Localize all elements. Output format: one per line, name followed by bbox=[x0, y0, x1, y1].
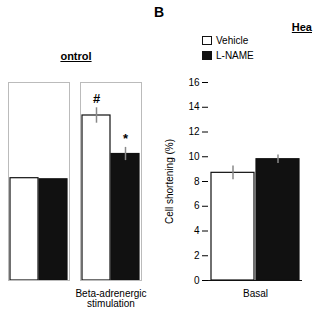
svg-text:Basal: Basal bbox=[243, 288, 268, 299]
svg-text:14: 14 bbox=[188, 101, 200, 112]
svg-text:4: 4 bbox=[194, 225, 200, 236]
html-text:B: B bbox=[154, 4, 165, 20]
html-text:L-NAME: L-NAME bbox=[216, 50, 254, 61]
svg-text:2: 2 bbox=[194, 250, 200, 261]
svg-text:16: 16 bbox=[188, 77, 200, 88]
svg-text:Beta-adrenergicstimulation: Beta-adrenergicstimulation bbox=[75, 288, 146, 309]
svg-text:0: 0 bbox=[194, 275, 200, 286]
svg-text:12: 12 bbox=[188, 126, 200, 137]
svg-text:8: 8 bbox=[194, 176, 200, 187]
svg-text:#: # bbox=[93, 91, 101, 106]
svg-text:Cell shortening (%): Cell shortening (%) bbox=[164, 139, 175, 224]
svg-text:*: * bbox=[123, 131, 129, 146]
html-text:ontrol: ontrol bbox=[60, 50, 92, 62]
html-text:Hea: Hea bbox=[291, 21, 312, 33]
svg-text:10: 10 bbox=[188, 151, 200, 162]
svg-text:6: 6 bbox=[194, 200, 200, 211]
html-text:Vehicle: Vehicle bbox=[216, 35, 249, 46]
